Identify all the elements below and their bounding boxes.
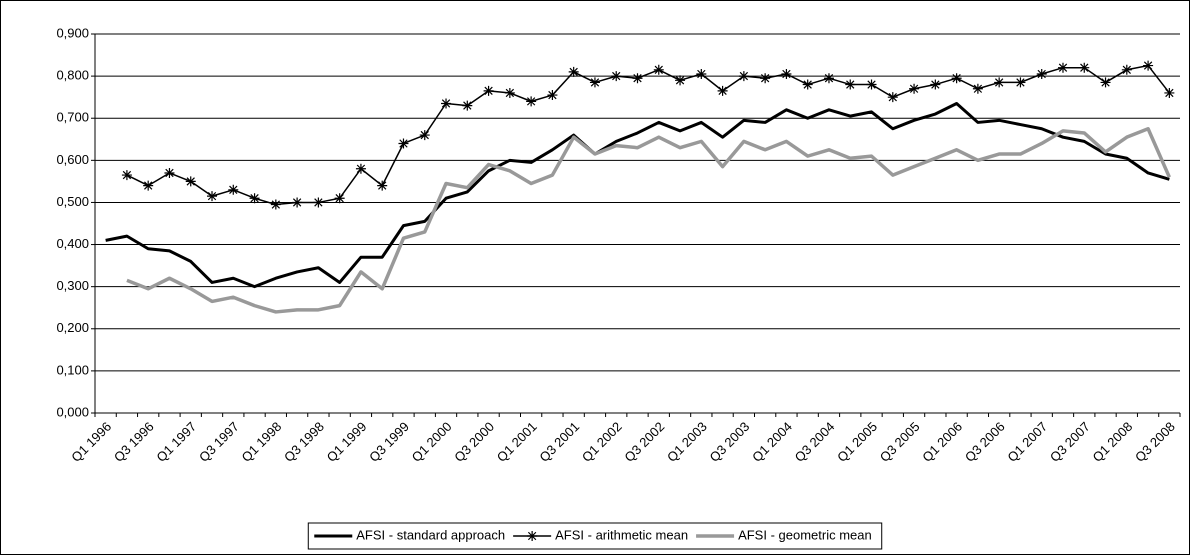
marker [632,73,643,84]
marker [207,191,218,202]
marker [270,199,281,210]
marker [419,130,430,141]
marker [887,92,898,103]
legend: AFSI - standard approach AFSI - arithmeti… [307,522,883,550]
y-tick-label: 0,500 [56,194,89,209]
marker [164,167,175,178]
marker [441,98,452,109]
marker [228,184,239,195]
marker [802,79,813,90]
marker [696,69,707,80]
marker [504,87,515,98]
marker [738,71,749,82]
marker [1143,60,1154,71]
marker [823,73,834,84]
marker [334,193,345,204]
y-tick-label: 0,100 [56,362,89,377]
legend-box [307,522,883,550]
marker [951,73,962,84]
y-tick-label: 0,900 [56,25,89,40]
marker [292,197,303,208]
marker [845,79,856,90]
marker [121,170,132,181]
marker [313,197,324,208]
marker [1121,64,1132,75]
marker [547,90,558,101]
y-tick-label: 0,300 [56,278,89,293]
marker [909,83,920,94]
y-tick-label: 0,400 [56,236,89,251]
marker [398,138,409,149]
marker [866,79,877,90]
marker [1164,87,1175,98]
marker [611,71,622,82]
series-line [126,127,1171,314]
y-tick-label: 0,700 [56,110,89,125]
marker [1036,69,1047,80]
marker [1015,77,1026,88]
marker [760,73,771,84]
legend-label: AFSI - arithmetic mean [555,527,688,542]
marker [355,163,366,174]
series-line [105,101,1170,289]
y-tick-label: 0,600 [56,152,89,167]
y-tick-label: 0,000 [56,404,89,419]
marker [781,69,792,80]
y-tick-label: 0,200 [56,320,89,335]
marker [143,180,154,191]
marker [483,85,494,96]
marker [717,85,728,96]
marker [1057,62,1068,73]
marker [526,96,537,107]
y-tick-label: 0,800 [56,68,89,83]
marker [527,531,538,541]
marker [994,77,1005,88]
marker [589,77,600,88]
legend-label: AFSI - geometric mean [738,527,872,542]
marker [972,83,983,94]
marker [462,100,473,111]
marker [568,66,579,77]
marker [930,79,941,90]
marker [675,75,686,86]
marker [1100,77,1111,88]
marker [1079,62,1090,73]
marker [653,64,664,75]
marker [249,193,260,204]
legend-label: AFSI - standard approach [356,527,505,542]
marker [185,176,196,187]
marker [377,180,388,191]
